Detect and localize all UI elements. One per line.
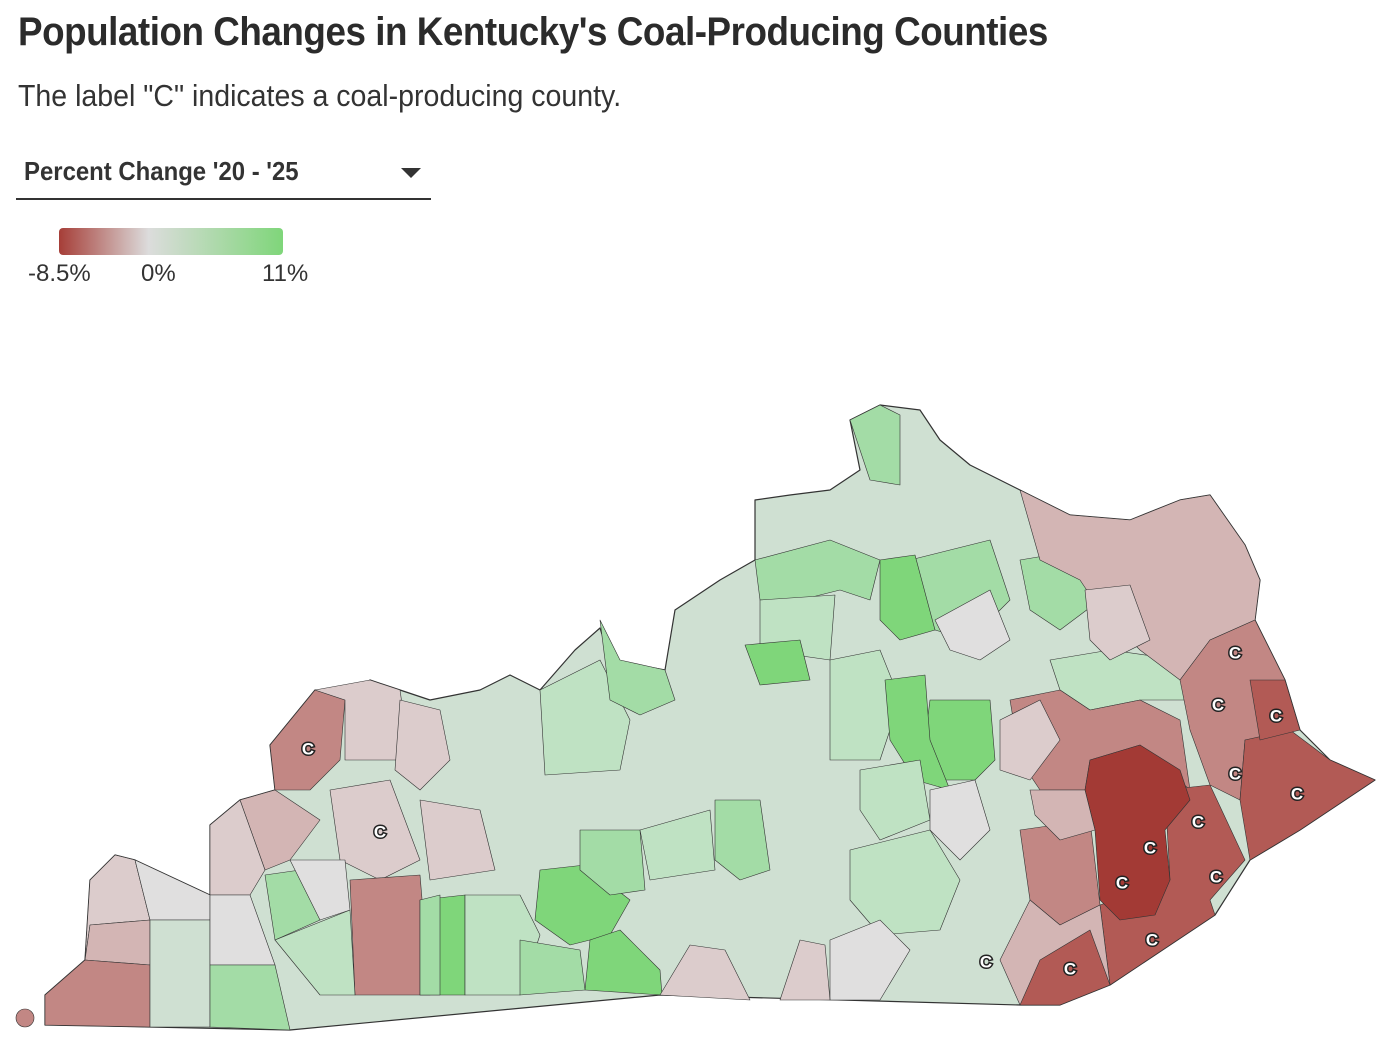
- county-region[interactable]: [394, 699, 451, 791]
- county-region[interactable]: [209, 964, 291, 1031]
- legend-min-label: -8.5%: [28, 260, 91, 287]
- county-region[interactable]: [1239, 729, 1376, 861]
- county-region[interactable]: [879, 554, 936, 641]
- coal-county-label: C: [1116, 873, 1128, 892]
- county-region[interactable]: [1029, 789, 1096, 841]
- coal-county-label: C: [1270, 706, 1282, 725]
- legend-max-label: 11%: [262, 260, 309, 287]
- coal-county-label: C: [1064, 959, 1076, 978]
- coal-county-label: C: [1144, 838, 1156, 857]
- coal-county-label: C: [1229, 643, 1241, 662]
- county-region[interactable]: [859, 759, 931, 841]
- county-region[interactable]: [419, 799, 496, 881]
- county-region[interactable]: [209, 799, 266, 896]
- legend-color-scale: [59, 228, 283, 255]
- page-subtitle: The label "C" indicates a coal-producing…: [18, 78, 622, 113]
- county-region[interactable]: [15, 1008, 35, 1028]
- county-region[interactable]: [329, 779, 421, 881]
- county-region[interactable]: [584, 929, 663, 996]
- caret-down-icon: [401, 168, 421, 178]
- metric-dropdown[interactable]: Percent Change '20 - '25: [16, 150, 431, 200]
- metric-dropdown-value: Percent Change '20 - '25: [24, 156, 299, 186]
- county-region[interactable]: [1249, 679, 1301, 741]
- county-region[interactable]: [779, 939, 831, 1001]
- county-region[interactable]: [1084, 584, 1151, 661]
- county-region[interactable]: [999, 699, 1061, 781]
- county-region[interactable]: [44, 959, 151, 1028]
- county-region[interactable]: [929, 779, 991, 861]
- county-region[interactable]: [599, 619, 676, 716]
- county-region[interactable]: [419, 894, 441, 996]
- county-region[interactable]: [659, 944, 751, 1001]
- county-region[interactable]: [539, 659, 631, 776]
- coal-county-label: C: [374, 822, 386, 841]
- county-region[interactable]: [349, 874, 431, 996]
- coal-county-label: C: [1146, 930, 1158, 949]
- coal-county-label: C: [1291, 784, 1303, 803]
- county-region[interactable]: [639, 809, 716, 881]
- county-region[interactable]: [84, 919, 151, 966]
- county-region[interactable]: [289, 859, 351, 921]
- county-region[interactable]: [579, 829, 646, 896]
- county-region[interactable]: [849, 404, 901, 486]
- page-title: Population Changes in Kentucky's Coal-Pr…: [18, 10, 1048, 54]
- county-region[interactable]: [274, 909, 356, 996]
- county-region[interactable]: [744, 639, 811, 686]
- county-region[interactable]: [1019, 929, 1111, 1006]
- coal-county-label: C: [302, 739, 314, 758]
- coal-county-label: C: [1229, 764, 1241, 783]
- coal-county-label: C: [980, 952, 992, 971]
- county-region[interactable]: [149, 919, 211, 1028]
- county-region[interactable]: [934, 589, 1011, 661]
- coal-county-label: C: [1212, 695, 1224, 714]
- county-region[interactable]: [519, 939, 586, 996]
- county-region[interactable]: [714, 799, 771, 881]
- county-region[interactable]: [829, 919, 911, 1001]
- coal-county-label: C: [1192, 812, 1204, 831]
- coal-county-label: C: [1210, 867, 1222, 886]
- legend-mid-label: 0%: [141, 260, 176, 287]
